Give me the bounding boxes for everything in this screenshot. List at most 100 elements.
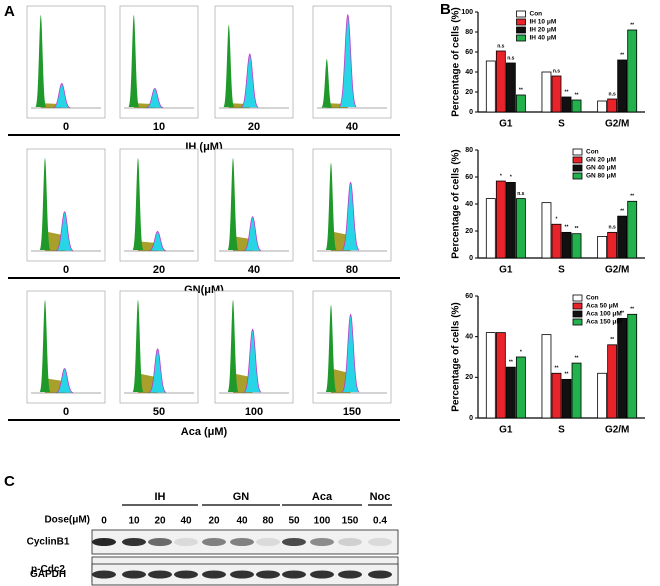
band: [310, 570, 334, 579]
dose-label: 40: [346, 121, 358, 133]
row-label: GAPDH: [30, 569, 66, 580]
fit-curve: [149, 230, 167, 252]
legend-label: IH 40 μM: [530, 35, 557, 42]
row-label: CyclinB1: [27, 537, 70, 548]
g2-peak: [342, 182, 359, 251]
y-axis-label: Percentage of cells (%): [451, 302, 462, 411]
bar: [551, 372, 562, 419]
y-tick-label: 20: [465, 374, 473, 381]
g1-peak: [321, 59, 333, 108]
fit-curve: [53, 83, 71, 109]
band: [338, 570, 362, 579]
fit-curve: [241, 53, 259, 108]
bar: [607, 98, 618, 113]
legend-swatch: [572, 156, 583, 164]
legend-swatch: [516, 34, 526, 42]
y-tick-label: 40: [465, 69, 473, 76]
bar: [495, 180, 506, 259]
bar: [485, 198, 496, 259]
bar: [485, 332, 496, 419]
significance-label: *: [556, 217, 558, 223]
legend-swatch: [572, 172, 583, 180]
bar: [571, 233, 582, 259]
g1-peak: [39, 157, 51, 250]
band: [256, 570, 280, 579]
lane-dose: 0.4: [373, 516, 387, 527]
bar: [617, 215, 628, 259]
fit-curve: [56, 211, 74, 251]
panel-label: A: [4, 3, 15, 20]
legend-label: IH 20 μM: [530, 27, 557, 34]
bar: [561, 378, 572, 419]
y-axis-label: Percentage of cells (%): [451, 149, 462, 258]
legend-swatch: [572, 294, 583, 302]
band: [310, 538, 334, 546]
lane-dose: 20: [154, 516, 166, 527]
x-tick-label: G1: [499, 119, 513, 130]
legend-label: Aca 100 μM: [586, 311, 622, 318]
bar: [561, 96, 572, 113]
y-axis-label: Percentage of cells (%): [451, 7, 462, 116]
significance-label: **: [509, 359, 513, 365]
legend-label: Con: [530, 11, 543, 18]
g2-peak: [244, 329, 261, 393]
lane-dose: 10: [128, 516, 140, 527]
band: [338, 538, 362, 546]
y-tick-label: 20: [465, 228, 473, 235]
legend-label: GN 20 μM: [586, 157, 616, 164]
y-tick-label: 40: [465, 201, 473, 208]
g2-peak: [244, 216, 261, 251]
g1-peak: [39, 299, 51, 392]
lane-dose: 0: [101, 516, 107, 527]
significance-label: *: [520, 349, 522, 355]
g1-peak: [128, 14, 140, 107]
bar: [597, 100, 608, 113]
fit-curve: [146, 87, 164, 109]
lane-dose: 100: [314, 516, 331, 527]
g2-peak: [56, 211, 73, 251]
bar: [541, 71, 552, 113]
bar: [551, 223, 562, 259]
bar: [485, 60, 496, 113]
x-tick-label: S: [558, 265, 565, 276]
bar: [607, 344, 618, 419]
y-tick-label: 100: [461, 9, 473, 16]
band: [92, 538, 116, 546]
band: [230, 538, 254, 546]
x-tick-label: S: [558, 425, 565, 436]
dose-label: 80: [346, 264, 358, 276]
fit-curve: [339, 13, 357, 108]
bar: [515, 356, 526, 419]
bar: [627, 29, 638, 113]
y-tick-label: 80: [465, 29, 473, 36]
bar: [561, 231, 572, 259]
fit-curve: [244, 216, 262, 251]
dose-label: 150: [343, 406, 361, 418]
dose-label: 10: [153, 121, 165, 133]
g1-peak: [325, 162, 337, 251]
legend-swatch: [516, 18, 526, 26]
x-tick-label: G2/M: [605, 425, 629, 436]
lane-dose: 150: [342, 516, 359, 527]
legend-label: GN 80 μM: [586, 173, 616, 180]
lane-dose: 80: [262, 516, 274, 527]
y-tick-label: 0: [469, 255, 473, 262]
bar: [597, 235, 608, 259]
significance-label: **: [630, 22, 634, 28]
band: [92, 570, 116, 579]
x-tick-label: G1: [499, 425, 513, 436]
g2-peak: [342, 314, 359, 393]
bar: [597, 372, 608, 419]
legend-swatch: [516, 10, 526, 18]
significance-label: **: [630, 307, 634, 313]
x-tick-label: G1: [499, 265, 513, 276]
significance-label: **: [575, 92, 579, 98]
bar: [495, 332, 506, 419]
panel-label: B: [440, 1, 451, 18]
bar: [571, 99, 582, 113]
g2-peak: [339, 14, 357, 107]
dose-label: 40: [248, 264, 260, 276]
lane-dose: 20: [208, 516, 220, 527]
dose-label: 0: [63, 121, 69, 133]
